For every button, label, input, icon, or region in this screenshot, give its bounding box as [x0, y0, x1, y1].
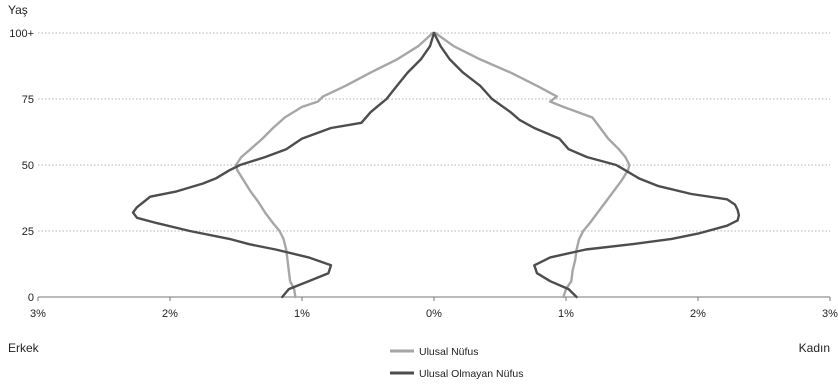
- legend: Ulusal Nüfus Ulusal Olmayan Nüfus: [390, 346, 523, 380]
- series-line-ulusal-nüfus-female: [434, 31, 631, 299]
- x-tick-label: 2%: [162, 308, 178, 320]
- x-tick-label: 3%: [30, 308, 46, 320]
- y-tick-label: 100+: [9, 28, 34, 40]
- x-tick-label: 2%: [690, 308, 706, 320]
- grid-lines: [38, 32, 830, 232]
- x-tick-label: 1%: [294, 308, 310, 320]
- y-tick-label: 50: [22, 160, 34, 172]
- y-tick-label: 75: [22, 94, 34, 106]
- y-tick-label: 0: [28, 292, 34, 304]
- y-tick-label: 25: [22, 226, 34, 238]
- x-tick-label: 3%: [822, 308, 838, 320]
- series-line-ulusal-olmayan-nüfus-female: [432, 31, 741, 299]
- y-tick-labels: 0 25 50 75 100+: [9, 28, 34, 304]
- legend-label-ulusal-nufus: Ulusal Nüfus: [419, 346, 479, 358]
- left-side-label: Erkek: [8, 341, 40, 355]
- x-tick-label: 0%: [426, 308, 442, 320]
- x-axis: [37, 296, 831, 301]
- right-side-label: Kadın: [799, 341, 830, 355]
- legend-label-ulusal-olmayan-nufus: Ulusal Olmayan Nüfus: [419, 368, 523, 380]
- series-line-ulusal-olmayan-nüfus-male: [131, 31, 436, 299]
- x-tick-label: 1%: [558, 308, 574, 320]
- series-lines: [131, 31, 741, 299]
- x-tick-labels: 3% 2% 1% 0% 1% 2% 3%: [30, 308, 838, 320]
- y-axis-title: Yaş: [8, 3, 28, 17]
